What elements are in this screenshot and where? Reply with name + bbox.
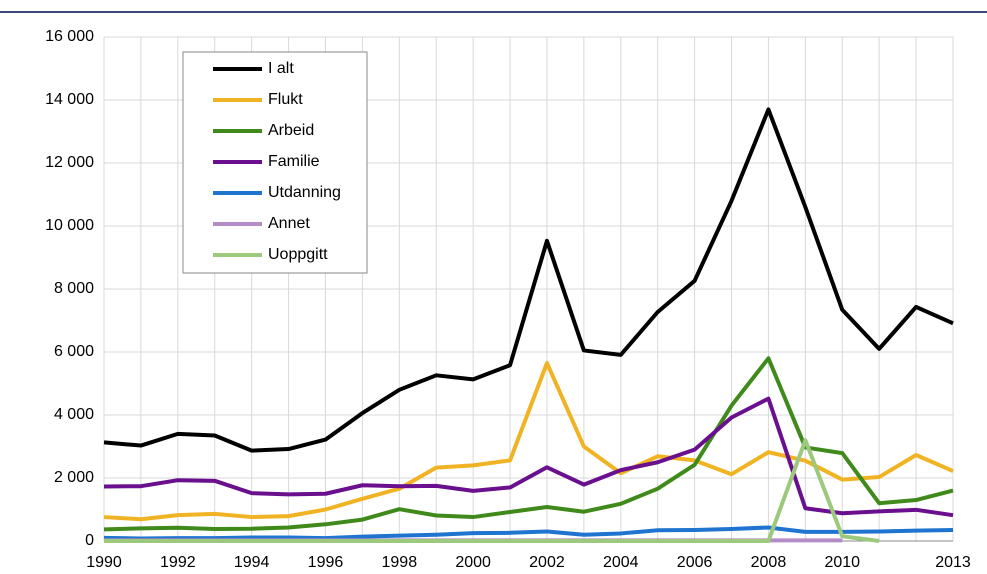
series-line: [103, 356, 954, 532]
series-line: [103, 396, 954, 518]
y-tick-label: 2 000: [54, 469, 94, 486]
legend-label: Familie: [268, 153, 320, 170]
x-tick-label: 1990: [86, 554, 122, 571]
x-tick-label: 2000: [455, 554, 491, 571]
series-line: [103, 361, 954, 522]
x-tick-label: 1992: [160, 554, 196, 571]
y-tick-label: 4 000: [54, 406, 94, 423]
x-tick-label: 2013: [935, 554, 971, 571]
x-tick-label: 2010: [824, 554, 860, 571]
legend: I alt Flukt Arbeid Familie Utdanning Annet Uop…: [182, 51, 368, 274]
legend-label: I alt: [268, 60, 294, 77]
series-line: [104, 438, 880, 543]
y-tick-label: 16 000: [45, 28, 94, 45]
y-tick-label: 6 000: [54, 343, 94, 360]
x-tick-label: 2008: [751, 554, 787, 571]
legend-label: Uoppgitt: [268, 246, 328, 263]
legend-label: Utdanning: [268, 184, 341, 201]
x-tick-label: 1996: [308, 554, 344, 571]
legend-label: Flukt: [268, 91, 303, 108]
legend-label: Annet: [268, 215, 310, 232]
x-tick-label: 2002: [529, 554, 565, 571]
x-tick-label: 1998: [382, 554, 418, 571]
legend-label: Arbeid: [268, 122, 314, 139]
series-line: [103, 525, 954, 541]
y-tick-label: 10 000: [45, 217, 94, 234]
x-tick-label: 2006: [677, 554, 713, 571]
y-tick-label: 0: [85, 532, 94, 549]
x-tick-label: 2004: [603, 554, 639, 571]
y-tick-label: 12 000: [45, 154, 94, 171]
y-tick-label: 8 000: [54, 280, 94, 297]
series-line: [103, 107, 954, 453]
x-tick-label: 1994: [234, 554, 270, 571]
y-tick-label: 14 000: [45, 91, 94, 108]
